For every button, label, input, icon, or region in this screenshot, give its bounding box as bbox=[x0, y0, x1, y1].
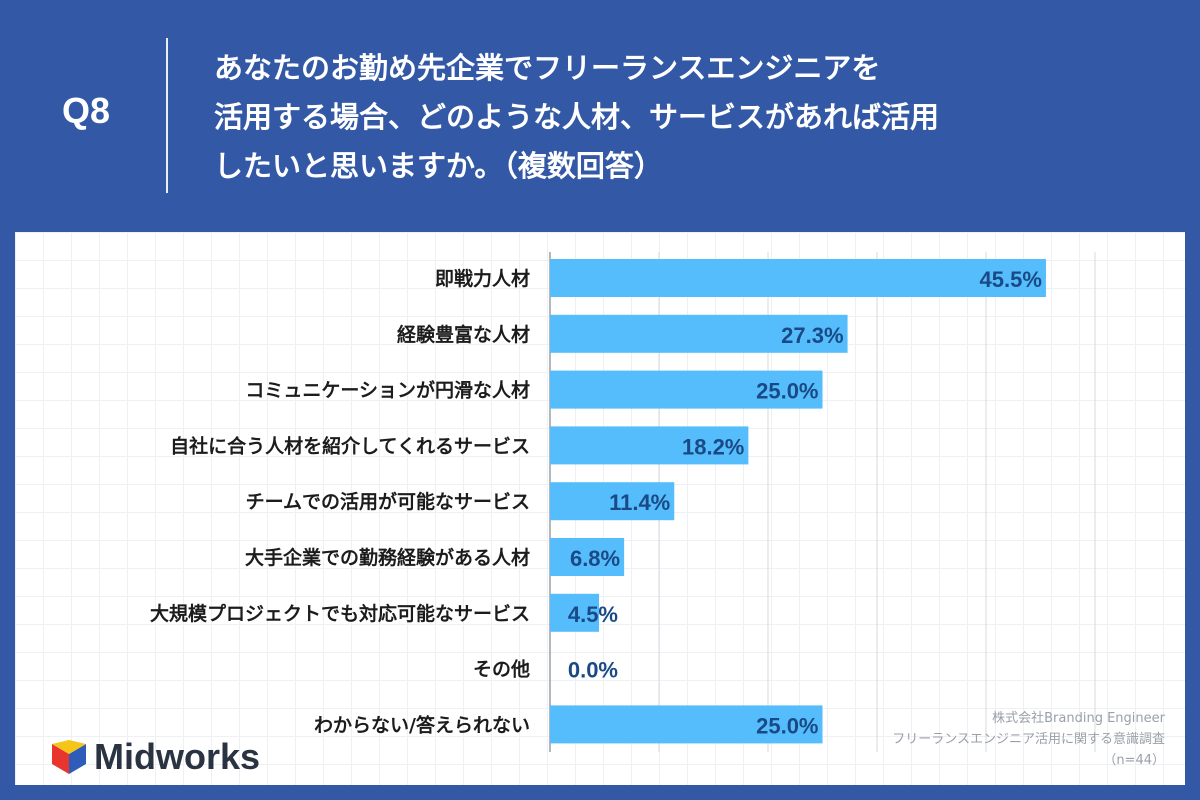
data-label: 25.0% bbox=[756, 713, 818, 738]
category-label: その他 bbox=[473, 658, 530, 681]
source-note: 株式会社Branding Engineer フリーランスエンジニア活用に関する意… bbox=[892, 708, 1165, 771]
source-survey: フリーランスエンジニア活用に関する意識調査 bbox=[892, 732, 1165, 747]
bar bbox=[550, 370, 823, 409]
midworks-logo-icon bbox=[52, 740, 86, 774]
question-line-3: したいと思いますか。（複数回答） bbox=[214, 149, 663, 183]
question-header: Q8 あなたのお勤め先企業でフリーランスエンジニアを 活用する場合、どのような人… bbox=[0, 0, 1200, 232]
bar bbox=[550, 259, 1046, 297]
bar bbox=[550, 705, 823, 744]
bar bbox=[550, 482, 675, 521]
bar-chart: 即戦力人材 45.5% 経験豊富な人材 27.3% コミュニケーションが円滑な人材 25.… bbox=[150, 252, 1096, 752]
bar bbox=[550, 426, 749, 465]
bar bbox=[550, 538, 625, 576]
question-line-2: 活用する場合、どのような人材、サービスがあれば活用 bbox=[214, 100, 940, 134]
category-label: 経験豊富な人材 bbox=[397, 323, 530, 346]
question-line-1: あなたのお勤め先企業でフリーランスエンジニアを bbox=[214, 51, 881, 85]
category-label: 大手企業での勤務経験がある人材 bbox=[245, 546, 530, 569]
bar bbox=[550, 593, 600, 632]
source-company: 株式会社Branding Engineer bbox=[992, 711, 1165, 726]
category-label: コミュニケーションが円滑な人材 bbox=[245, 379, 530, 402]
source-sample: （n=44） bbox=[1103, 753, 1165, 768]
chart-panel: 即戦力人材 45.5% 経験豊富な人材 27.3% コミュニケーションが円滑な人材 25.… bbox=[15, 232, 1185, 785]
question-number: Q8 bbox=[62, 90, 111, 131]
question-text: あなたのお勤め先企業でフリーランスエンジニアを 活用する場合、どのような人材、サ… bbox=[214, 44, 1114, 191]
data-label: 4.5% bbox=[568, 602, 618, 627]
data-label: 0.0% bbox=[568, 658, 618, 683]
data-label: 18.2% bbox=[682, 434, 744, 459]
data-label: 25.0% bbox=[756, 379, 818, 404]
category-label: わからない/答えられない bbox=[314, 713, 530, 736]
category-label: 自社に合う人材を紹介してくれるサービス bbox=[170, 434, 530, 457]
brand-name: Midworks bbox=[94, 736, 261, 777]
brand-logo: Midworks bbox=[52, 736, 260, 778]
header-divider bbox=[166, 38, 168, 193]
data-label: 45.5% bbox=[980, 267, 1042, 292]
data-label: 11.4% bbox=[609, 490, 670, 515]
bar bbox=[550, 314, 848, 353]
category-label: 即戦力人材 bbox=[435, 267, 530, 290]
category-label: 大規模プロジェクトでも対応可能なサービス bbox=[150, 602, 530, 625]
data-label: 6.8% bbox=[570, 546, 620, 571]
category-label: チームでの活用が可能なサービス bbox=[246, 490, 530, 513]
data-label: 27.3% bbox=[781, 323, 843, 348]
